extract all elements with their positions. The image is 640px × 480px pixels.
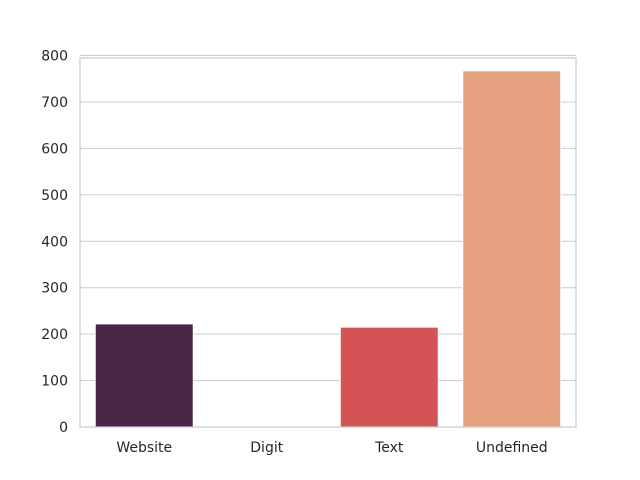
y-tick-label: 0 (59, 420, 68, 436)
bar-text (339, 326, 439, 428)
x-tick-label: Digit (250, 440, 283, 456)
x-tick-label: Undefined (476, 440, 548, 456)
y-tick-label: 700 (41, 95, 68, 111)
y-tick-label: 400 (41, 234, 68, 250)
y-tick-label: 200 (41, 327, 68, 343)
y-tick-label: 800 (41, 49, 68, 65)
plot-frame (79, 57, 577, 428)
y-tick-label: 500 (41, 188, 68, 204)
bar-website (94, 323, 194, 428)
y-tick-labels: 0 100 200 300 400 500 600 700 800 (41, 49, 68, 437)
bars (94, 70, 562, 428)
x-tick-label: Text (374, 440, 404, 456)
x-tick-label: Website (116, 440, 172, 456)
y-tick-label: 600 (41, 141, 68, 157)
y-tick-label: 300 (41, 281, 68, 297)
bar-undefined (462, 70, 562, 428)
x-tick-labels: Website Digit Text Undefined (116, 440, 547, 456)
y-tick-label: 100 (41, 374, 68, 390)
